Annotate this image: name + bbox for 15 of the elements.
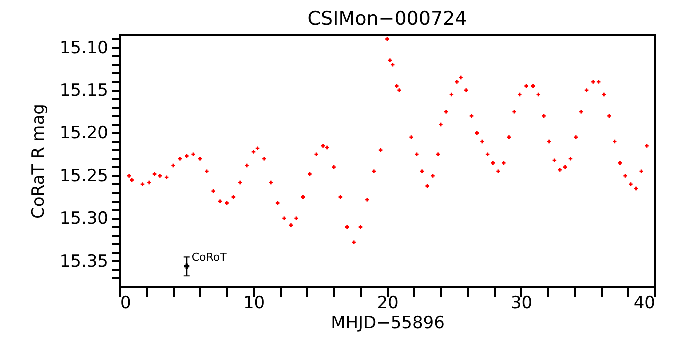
y-tick-label: 15.15 [60,81,108,102]
x-tick-label: 30 [510,294,533,314]
y-axis-title: CoRaT R mag [28,104,49,219]
y-tick-label: 15.35 [60,252,108,272]
x-tick-label: 40 [634,294,656,314]
x-tick-label: 0 [120,294,132,314]
y-tick-label: 15.10 [60,38,108,58]
y-tick-label: 15.20 [60,124,108,144]
annotation: CoRoT [192,250,228,264]
x-axis-title: MHJD−55896 [331,314,445,334]
y-tick-label: 15.30 [60,209,108,230]
y-tick-label: 15.25 [60,166,108,186]
x-tick-label: 10 [243,294,266,314]
chart-title: CSIMon−000724 [308,8,468,30]
x-tick-label: 20 [377,294,399,314]
